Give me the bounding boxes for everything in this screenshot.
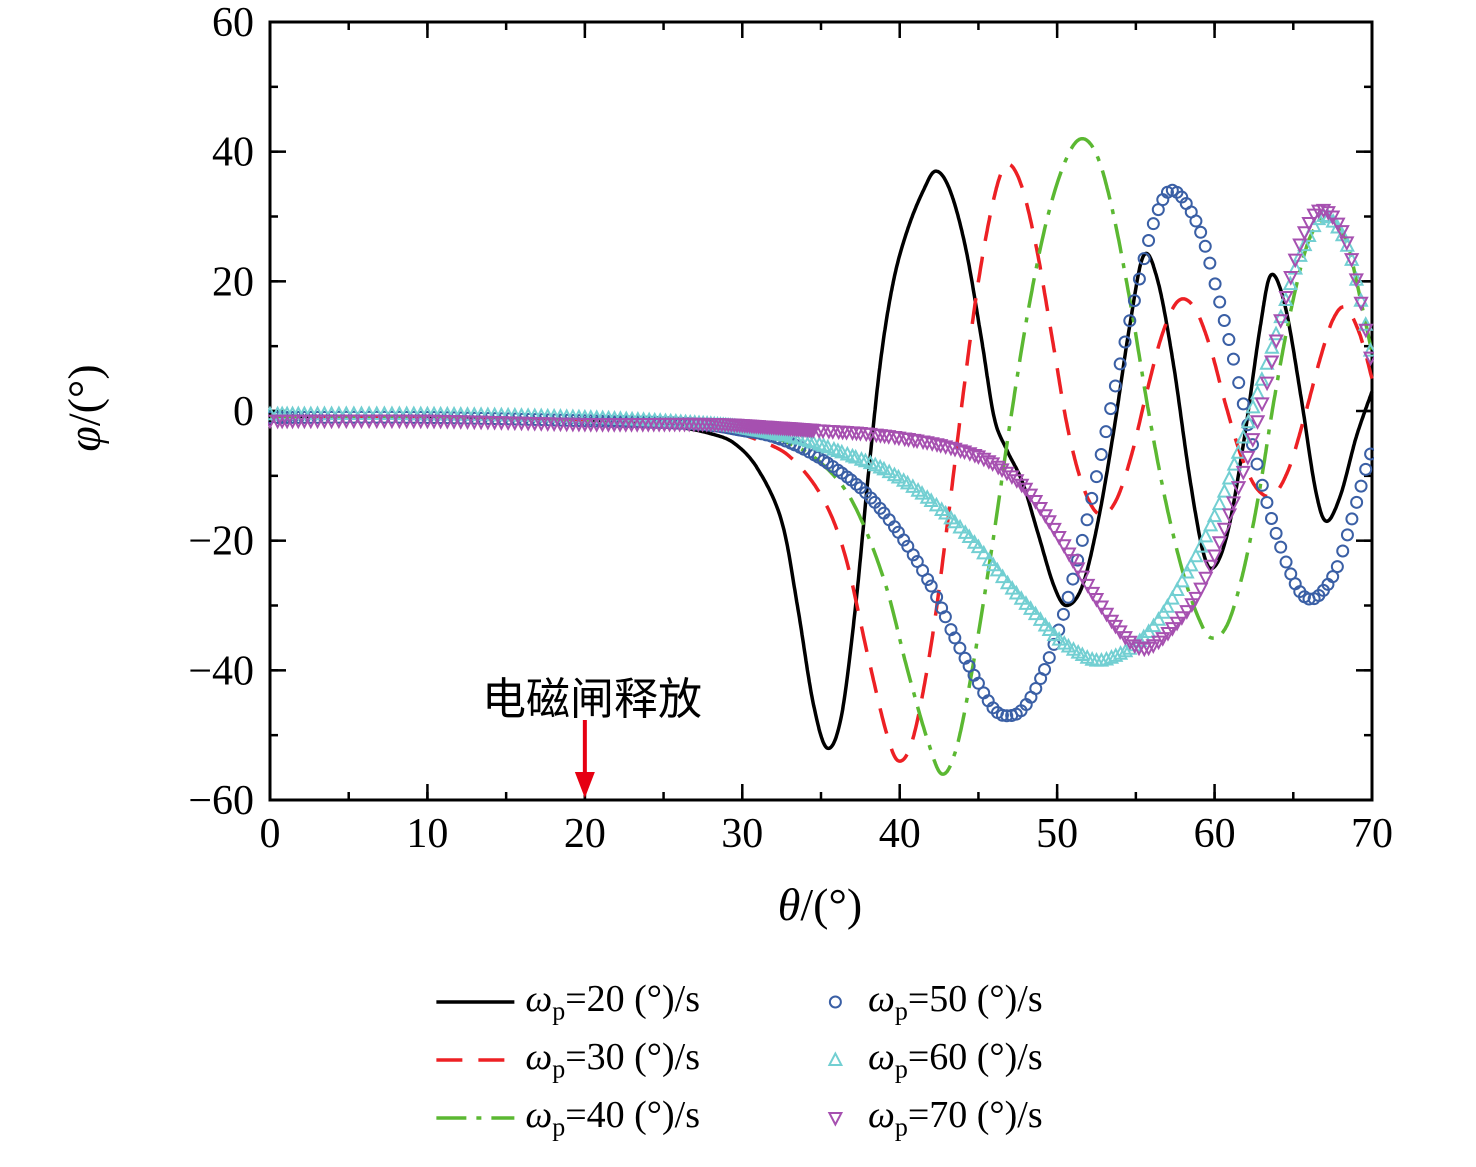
annotation-arrow <box>574 720 595 798</box>
x-axis-symbol: θ <box>777 879 801 930</box>
legend-label-omega-70: ωp=70 (°)/s <box>868 1094 1043 1142</box>
legend-label-omega-40: ωp=40 (°)/s <box>525 1094 700 1142</box>
legend-item-omega-60: ωp=60 (°)/s <box>810 1036 1043 1084</box>
series-line-omega-30 <box>270 162 1374 763</box>
legend-label-omega-50: ωp=50 (°)/s <box>868 978 1043 1026</box>
legend-sample-omega-50-circle-icon <box>828 995 842 1009</box>
legend-label-omega-30: ωp=30 (°)/s <box>525 1036 700 1084</box>
legend-column: ωp=50 (°)/s ωp=60 (°)/s ωp=70 (°)/s <box>810 978 1043 1142</box>
series-markers-omega-70 <box>268 203 1374 658</box>
y-axis-label: φ/(°) <box>58 364 111 451</box>
series-line-omega-40 <box>270 136 1374 776</box>
legend-column: ωp=20 (°)/s ωp=30 (°)/s ωp=40 (°)/s <box>433 978 700 1142</box>
legend-sample-omega-70-triangle-down-icon <box>827 1112 843 1127</box>
x-tick-label: 30 <box>721 811 763 857</box>
series-markers-omega-50 <box>268 183 1374 723</box>
x-tick-label: 70 <box>1351 811 1393 857</box>
y-tick-label: 0 <box>233 389 254 435</box>
y-tick-label: 60 <box>212 0 254 46</box>
series-group <box>268 136 1374 776</box>
legend-item-omega-70: ωp=70 (°)/s <box>810 1094 1043 1142</box>
x-tick-label: 0 <box>260 811 281 857</box>
series-markers-omega-60 <box>268 207 1374 667</box>
legend-label-omega-60: ωp=60 (°)/s <box>868 1036 1043 1084</box>
y-tick-label: −20 <box>188 519 254 565</box>
legend: ωp=20 (°)/s ωp=30 (°)/s ωp=40 (°)/s ωp=50 (… <box>433 978 1043 1142</box>
legend-sample-omega-20-line-icon <box>436 1000 515 1004</box>
y-tick-label: 20 <box>212 259 254 305</box>
legend-label-omega-20: ωp=20 (°)/s <box>525 978 700 1026</box>
y-axis-unit: /(°) <box>58 364 110 427</box>
x-tick-label: 20 <box>564 811 606 857</box>
legend-sample-omega-30-line-icon <box>436 1058 515 1062</box>
legend-sample-omega-60-triangle-up-icon <box>827 1051 843 1066</box>
x-tick-label: 60 <box>1194 811 1236 857</box>
x-axis-label: θ/(°) <box>778 878 862 931</box>
y-tick-label: 40 <box>212 130 254 176</box>
legend-item-omega-30: ωp=30 (°)/s <box>433 1036 700 1084</box>
legend-sample-omega-40-line-icon <box>436 1116 515 1120</box>
x-tick-label: 40 <box>879 811 921 857</box>
y-tick-label: −40 <box>188 648 254 694</box>
legend-item-omega-40: ωp=40 (°)/s <box>433 1094 700 1142</box>
y-axis-symbol: φ <box>58 426 110 452</box>
legend-item-omega-50: ωp=50 (°)/s <box>810 978 1043 1026</box>
tick-labels: −60 −40 −20 0 20 40 60 0 10 20 30 40 50 60 70 <box>188 0 1393 857</box>
series-line-omega-20 <box>270 169 1374 751</box>
x-tick-label: 10 <box>406 811 448 857</box>
legend-item-omega-20: ωp=20 (°)/s <box>433 978 700 1026</box>
x-axis-unit: /(°) <box>800 879 863 930</box>
annotation-text: 电磁闸释放 <box>482 675 702 724</box>
x-tick-label: 50 <box>1036 811 1078 857</box>
y-tick-label: −60 <box>188 778 254 824</box>
